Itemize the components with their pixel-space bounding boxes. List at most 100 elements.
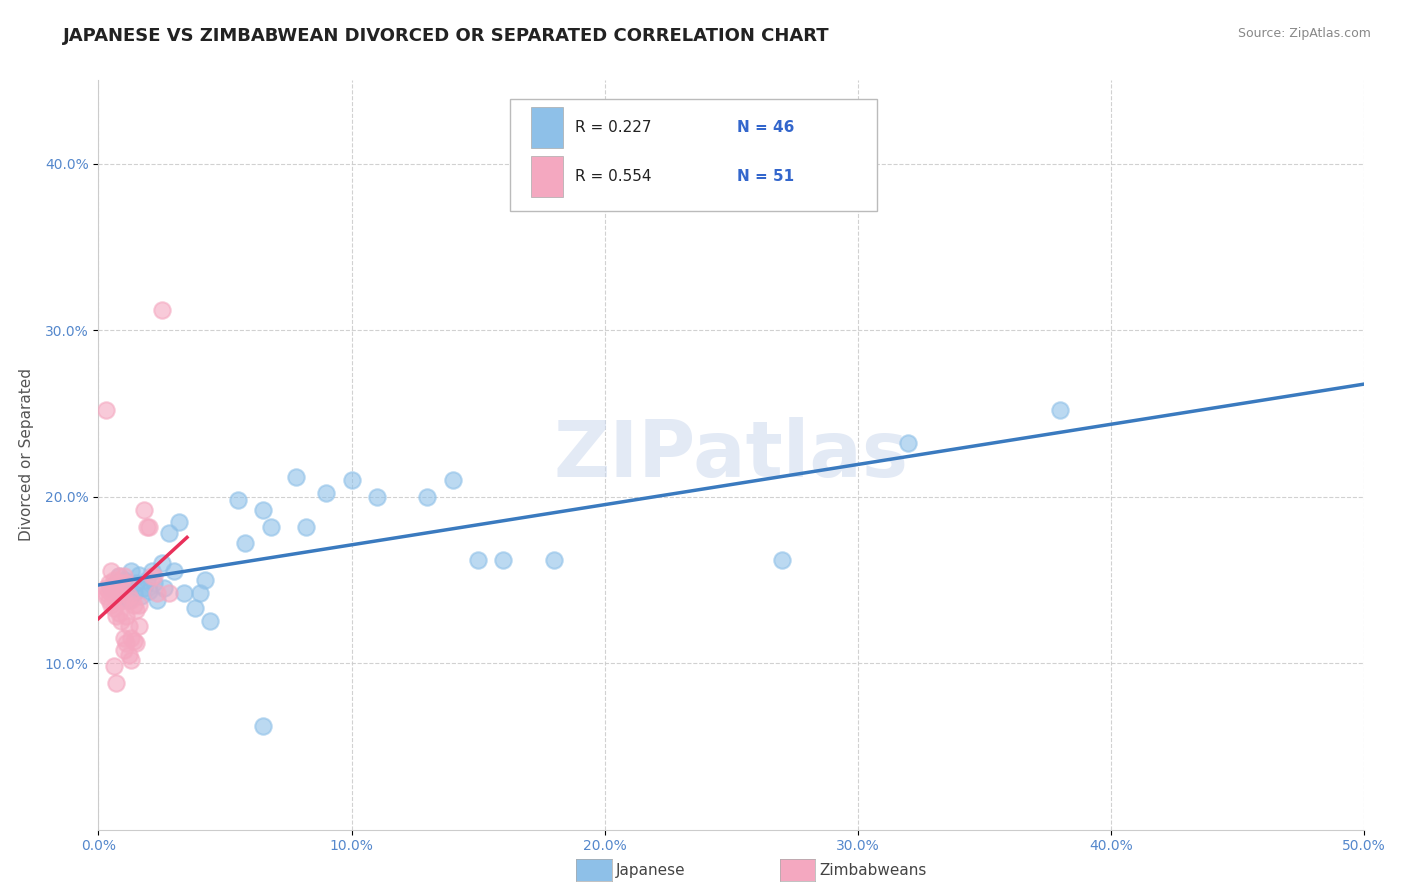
Point: [103, 601, 125, 615]
Point: [1049, 403, 1071, 417]
Text: Source: ZipAtlas.com: Source: ZipAtlas.com: [1237, 27, 1371, 40]
Point: [143, 576, 166, 591]
Point: [118, 619, 141, 633]
Point: [107, 606, 129, 620]
Point: [153, 581, 176, 595]
Point: [107, 569, 129, 583]
Point: [105, 576, 128, 591]
FancyBboxPatch shape: [531, 156, 562, 197]
Point: [120, 631, 142, 645]
Point: [110, 590, 132, 604]
Point: [100, 565, 122, 579]
Point: [118, 592, 141, 607]
Point: [315, 486, 337, 500]
Point: [150, 303, 173, 318]
Point: [107, 569, 129, 583]
Point: [131, 590, 153, 604]
Point: [770, 553, 793, 567]
Point: [94, 581, 117, 595]
Point: [118, 648, 141, 662]
Point: [259, 519, 281, 533]
Point: [157, 586, 180, 600]
Point: [340, 473, 363, 487]
Point: [295, 519, 318, 533]
Point: [103, 584, 125, 599]
Point: [135, 519, 157, 533]
Point: [138, 519, 160, 533]
Point: [97, 576, 120, 591]
Point: [194, 573, 217, 587]
Point: [543, 553, 565, 567]
Point: [105, 590, 128, 604]
Point: [100, 581, 122, 595]
Point: [183, 601, 205, 615]
Point: [110, 576, 132, 591]
Text: Zimbabweans: Zimbabweans: [820, 863, 927, 878]
Point: [135, 573, 157, 587]
Point: [132, 581, 155, 595]
Point: [233, 536, 256, 550]
Point: [416, 490, 439, 504]
Y-axis label: Divorced or Separated: Divorced or Separated: [18, 368, 34, 541]
Point: [112, 631, 135, 645]
Point: [97, 592, 120, 607]
Point: [118, 590, 141, 604]
Point: [143, 569, 166, 583]
Point: [897, 436, 920, 450]
Point: [112, 573, 135, 587]
Point: [128, 619, 150, 633]
Point: [145, 592, 167, 607]
Text: ZIPatlas: ZIPatlas: [554, 417, 908, 493]
Point: [94, 590, 117, 604]
Point: [132, 503, 155, 517]
Point: [110, 592, 132, 607]
Point: [125, 603, 148, 617]
FancyBboxPatch shape: [510, 99, 877, 211]
Point: [141, 565, 163, 579]
Point: [163, 565, 186, 579]
Point: [100, 598, 122, 612]
Text: N = 46: N = 46: [737, 120, 794, 135]
Point: [122, 586, 145, 600]
Point: [284, 469, 307, 483]
Point: [115, 576, 138, 591]
Point: [141, 569, 163, 583]
Point: [120, 565, 142, 579]
Point: [115, 609, 138, 624]
Point: [110, 615, 132, 629]
Point: [120, 653, 142, 667]
Text: JAPANESE VS ZIMBABWEAN DIVORCED OR SEPARATED CORRELATION CHART: JAPANESE VS ZIMBABWEAN DIVORCED OR SEPAR…: [63, 27, 830, 45]
Point: [198, 615, 221, 629]
Point: [492, 553, 515, 567]
Point: [138, 584, 160, 599]
Text: R = 0.227: R = 0.227: [575, 120, 652, 135]
Point: [94, 403, 117, 417]
Point: [125, 576, 148, 591]
Point: [226, 492, 249, 507]
Point: [122, 634, 145, 648]
Point: [97, 584, 120, 599]
Point: [122, 598, 145, 612]
Point: [94, 586, 117, 600]
Point: [252, 503, 274, 517]
Text: R = 0.554: R = 0.554: [575, 169, 652, 184]
Point: [366, 490, 388, 504]
Point: [128, 567, 150, 582]
Point: [100, 581, 122, 595]
Point: [105, 576, 128, 591]
Point: [150, 556, 173, 570]
Text: N = 51: N = 51: [737, 169, 794, 184]
Point: [157, 526, 180, 541]
Point: [105, 609, 128, 624]
Point: [125, 636, 148, 650]
FancyBboxPatch shape: [531, 107, 562, 148]
Point: [252, 719, 274, 733]
Point: [120, 592, 142, 607]
Point: [441, 473, 464, 487]
Point: [128, 598, 150, 612]
Point: [107, 584, 129, 599]
Text: Japanese: Japanese: [616, 863, 686, 878]
Point: [173, 586, 195, 600]
Point: [145, 586, 167, 600]
Point: [103, 659, 125, 673]
